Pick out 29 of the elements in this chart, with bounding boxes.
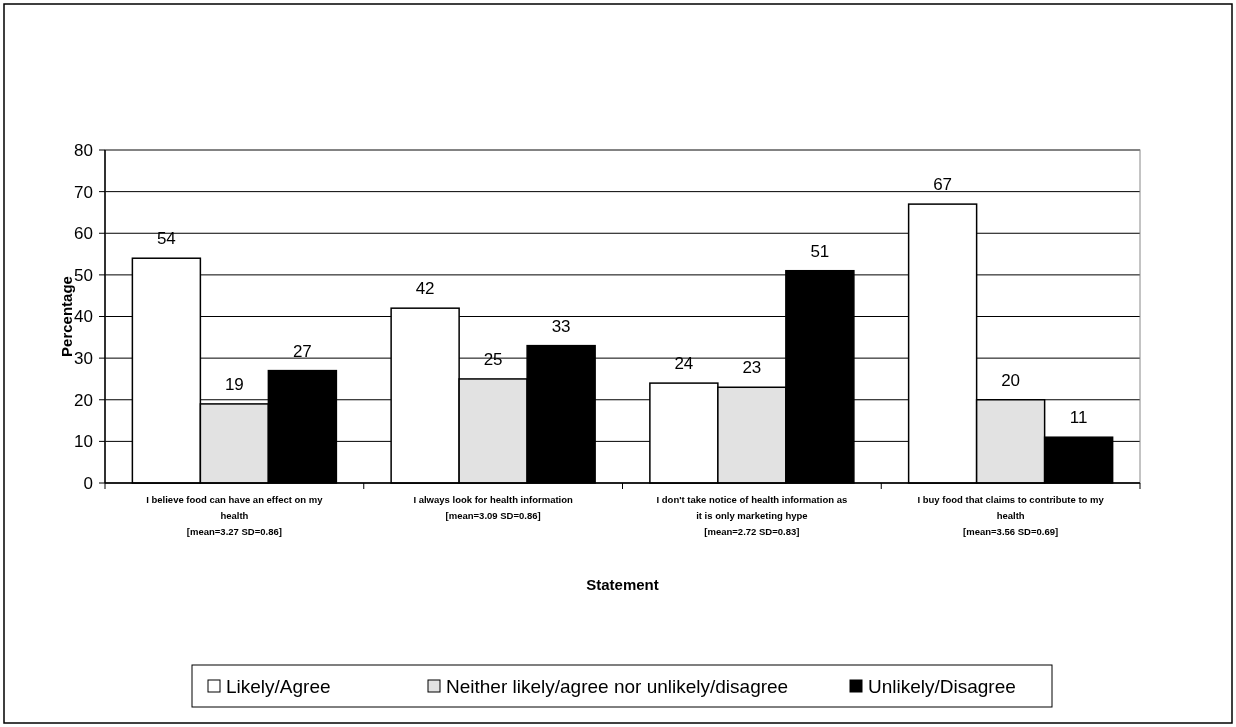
data-label: 20 [1001,370,1021,390]
y-tick-label: 40 [74,307,93,327]
legend-label: Unlikely/Disagree [868,675,1016,697]
y-tick-label: 50 [74,265,93,285]
data-label: 23 [742,358,762,378]
data-label: 19 [224,374,244,394]
y-tick-label: 0 [83,473,93,493]
x-axis-title: Statement [586,576,659,593]
data-label: 27 [292,341,312,361]
data-label: 42 [415,279,435,299]
data-label: 51 [810,241,830,261]
y-tick-label: 10 [74,432,93,452]
y-axis-title: Percentage [58,276,75,357]
data-label: 54 [156,229,176,249]
legend-label: Neither likely/agree nor unlikely/disagree [446,675,789,697]
data-label: 33 [551,316,571,336]
x-tick-label: I always look for health information [mean=3.09 SD=0.86] [413,494,574,521]
data-label: 24 [674,354,694,374]
y-tick-label: 30 [74,349,93,369]
x-tick-label: I believe food can have an effect on my health [mean=3.27 SD=0.86] [146,494,324,537]
legend-label: Likely/Agree [226,675,331,697]
x-tick-label: I don't take notice of health information as it is only marketing hype [mean=2.72 SD=0.83] [656,494,848,537]
y-tick-label: 20 [74,390,93,410]
y-tick-label: 80 [74,140,93,160]
data-label: 11 [1069,408,1088,428]
y-tick-label: 60 [74,224,93,244]
data-label: 67 [933,175,953,195]
x-tick-label: I buy food that claims to contribute to my health [mean=3.56 SD=0.69] [917,494,1105,537]
y-tick-label: 70 [74,182,93,202]
